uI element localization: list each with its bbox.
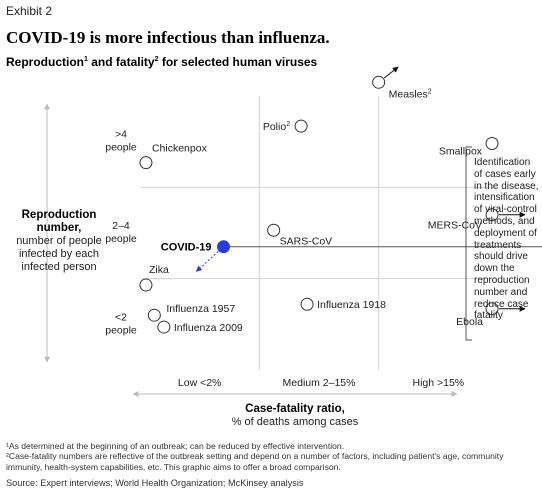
point-arrow-covid-19 — [195, 251, 219, 272]
point-influenza-2009 — [157, 320, 171, 334]
y-tick-label: 2–4 — [112, 220, 130, 232]
x-tick-label: Low <2% — [178, 377, 222, 389]
point-label-influenza-1957: Influenza 1957 — [166, 303, 235, 315]
x-axis-subtitle: % of deaths among cases — [231, 416, 359, 428]
point-label-covid-19: COVID-19 — [161, 242, 212, 254]
x-tick-label: High >15% — [412, 377, 464, 389]
point-measles — [372, 75, 386, 89]
exhibit-label: Exhibit 2 — [6, 4, 53, 18]
chart-subtitle: Reproduction1 and fatality2 for selected… — [6, 55, 318, 69]
point-label-mers-cov: MERS-CoV — [428, 220, 482, 232]
point-label-zika: Zika — [149, 264, 169, 276]
point-sars-cov — [267, 223, 281, 237]
point-label-ebola: Ebola — [456, 316, 483, 328]
point-influenza-1918 — [300, 297, 314, 311]
point-influenza-1957 — [147, 308, 161, 322]
point-mers-cov — [485, 208, 499, 222]
y-tick-label: >4 — [115, 129, 127, 141]
source-note: Source: Expert interviews; World Health … — [6, 478, 304, 488]
footnotes: ¹As determined at the beginning of an ou… — [6, 441, 538, 472]
point-arrow-measles — [383, 66, 399, 79]
x-axis-title: Case-fatality ratio, % of deaths among c… — [180, 403, 410, 429]
point-zika — [139, 278, 153, 292]
point-label-sars-cov: SARS-CoV — [280, 235, 333, 247]
point-label-polio: Polio2 — [263, 121, 290, 133]
footnote-2: ²Case-fatality numbers are reflective of… — [6, 451, 504, 472]
x-axis-title-main: Case-fatality ratio, — [245, 403, 345, 415]
callout-bracket — [465, 146, 472, 341]
y-axis-title-main: Reproduction number, — [21, 209, 97, 234]
callout-text: Identification of cases early in the dis… — [474, 157, 539, 322]
point-ebola — [485, 302, 499, 316]
footnote-1: ¹As determined at the beginning of an ou… — [6, 441, 345, 451]
point-chickenpox — [139, 156, 153, 170]
point-label-chickenpox: Chickenpox — [152, 143, 208, 155]
point-covid-19 — [217, 240, 231, 254]
point-label-influenza-1918: Influenza 1918 — [317, 299, 386, 311]
x-tick-label: Medium 2–15% — [283, 377, 356, 389]
point-label-measles: Measles2 — [389, 88, 432, 100]
y-tick-label: people — [105, 233, 137, 245]
point-smallpox — [485, 136, 499, 150]
chart-title: COVID-19 is more infectious than influen… — [6, 28, 330, 47]
point-label-influenza-2009: Influenza 2009 — [174, 322, 243, 334]
y-axis-title: Reproduction number, number of people in… — [4, 209, 114, 274]
y-tick-label: people — [105, 142, 137, 154]
y-tick-label: <2 — [115, 311, 127, 323]
point-polio — [294, 119, 308, 133]
y-axis-subtitle: number of people infected by each infect… — [16, 235, 102, 273]
y-tick-label: people — [105, 324, 137, 336]
point-label-smallpox: Smallpox — [439, 145, 483, 157]
